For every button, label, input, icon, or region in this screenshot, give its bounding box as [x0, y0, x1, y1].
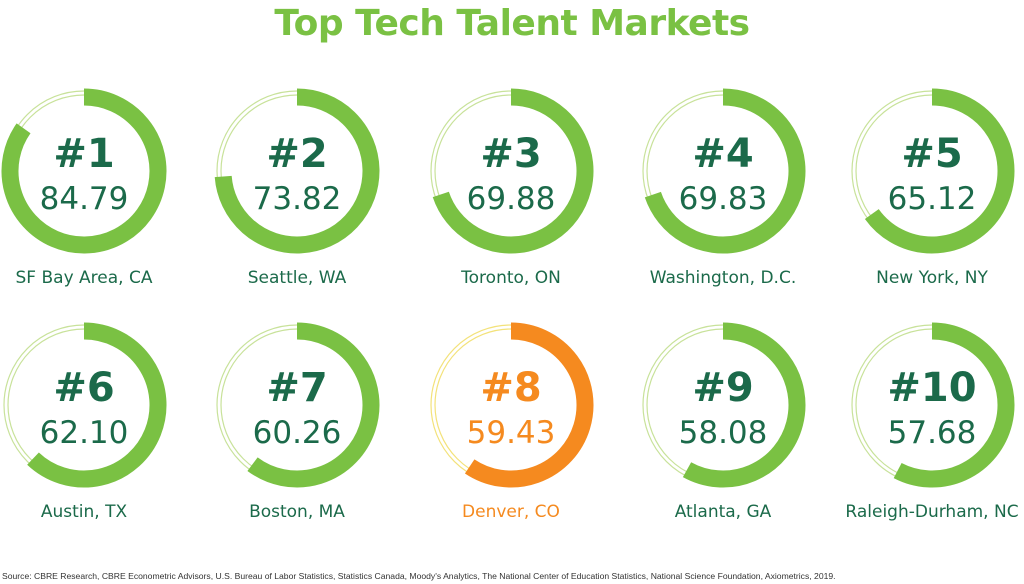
- market-label: Washington, D.C.: [650, 268, 796, 288]
- ring-item-10: #10 57.68 Raleigh-Durham, NC: [845, 322, 1019, 522]
- score-value: 57.68: [888, 415, 977, 451]
- rank-label: #1: [53, 131, 114, 177]
- market-label: Toronto, ON: [460, 268, 561, 288]
- ring-item-5: #5 65.12 New York, NY: [851, 88, 1015, 288]
- score-value: 58.08: [679, 415, 768, 451]
- score-value: 60.26: [253, 415, 342, 451]
- ring-item-1: #1 84.79 SF Bay Area, CA: [1, 88, 167, 288]
- market-label: Seattle, WA: [248, 268, 347, 288]
- market-label: SF Bay Area, CA: [16, 268, 153, 288]
- ring-progress-arc: [432, 88, 594, 254]
- ring-progress-arc: [644, 88, 806, 254]
- ring-progress-arc: [247, 322, 380, 488]
- score-value: 69.88: [467, 181, 556, 217]
- rank-label: #10: [887, 365, 976, 411]
- score-value: 62.10: [40, 415, 129, 451]
- ring-item-4: #4 69.83 Washington, D.C.: [642, 88, 806, 288]
- market-label: Austin, TX: [41, 502, 128, 522]
- score-value: 65.12: [888, 181, 977, 217]
- ring-item-8: #8 59.43 Denver, CO: [430, 322, 594, 522]
- ring-progress-arc: [893, 322, 1015, 488]
- market-label: Atlanta, GA: [675, 502, 772, 522]
- ring-progress-arc: [27, 322, 167, 488]
- ring-item-2: #2 73.82 Seattle, WA: [214, 88, 380, 288]
- ring-item-9: #9 58.08 Atlanta, GA: [642, 322, 806, 522]
- market-label: Denver, CO: [462, 502, 560, 522]
- ring-item-6: #6 62.10 Austin, TX: [3, 322, 167, 522]
- ring-progress-arc: [214, 88, 380, 254]
- ring-item-7: #7 60.26 Boston, MA: [216, 322, 380, 522]
- source-note: Source: CBRE Research, CBRE Econometric …: [2, 571, 836, 581]
- market-label: Raleigh-Durham, NC: [845, 502, 1018, 522]
- chart-title: Top Tech Talent Markets: [274, 3, 750, 44]
- market-label: Boston, MA: [249, 502, 345, 522]
- score-value: 73.82: [253, 181, 342, 217]
- rank-label: #6: [53, 365, 114, 411]
- ring-progress-arc: [464, 322, 594, 488]
- score-value: 59.43: [467, 415, 556, 451]
- rank-label: #4: [692, 131, 753, 177]
- rank-label: #5: [901, 131, 962, 177]
- rank-label: #9: [692, 365, 753, 411]
- rank-label: #8: [480, 365, 541, 411]
- rank-label: #3: [480, 131, 541, 177]
- rank-label: #7: [266, 365, 327, 411]
- ring-progress-arc: [682, 322, 806, 488]
- score-value: 69.83: [679, 181, 768, 217]
- score-value: 84.79: [40, 181, 129, 217]
- ring-progress-arc: [864, 88, 1015, 254]
- rank-label: #2: [266, 131, 327, 177]
- ring-item-3: #3 69.88 Toronto, ON: [430, 88, 594, 288]
- market-label: New York, NY: [876, 268, 988, 288]
- ring-progress-arc: [1, 88, 167, 254]
